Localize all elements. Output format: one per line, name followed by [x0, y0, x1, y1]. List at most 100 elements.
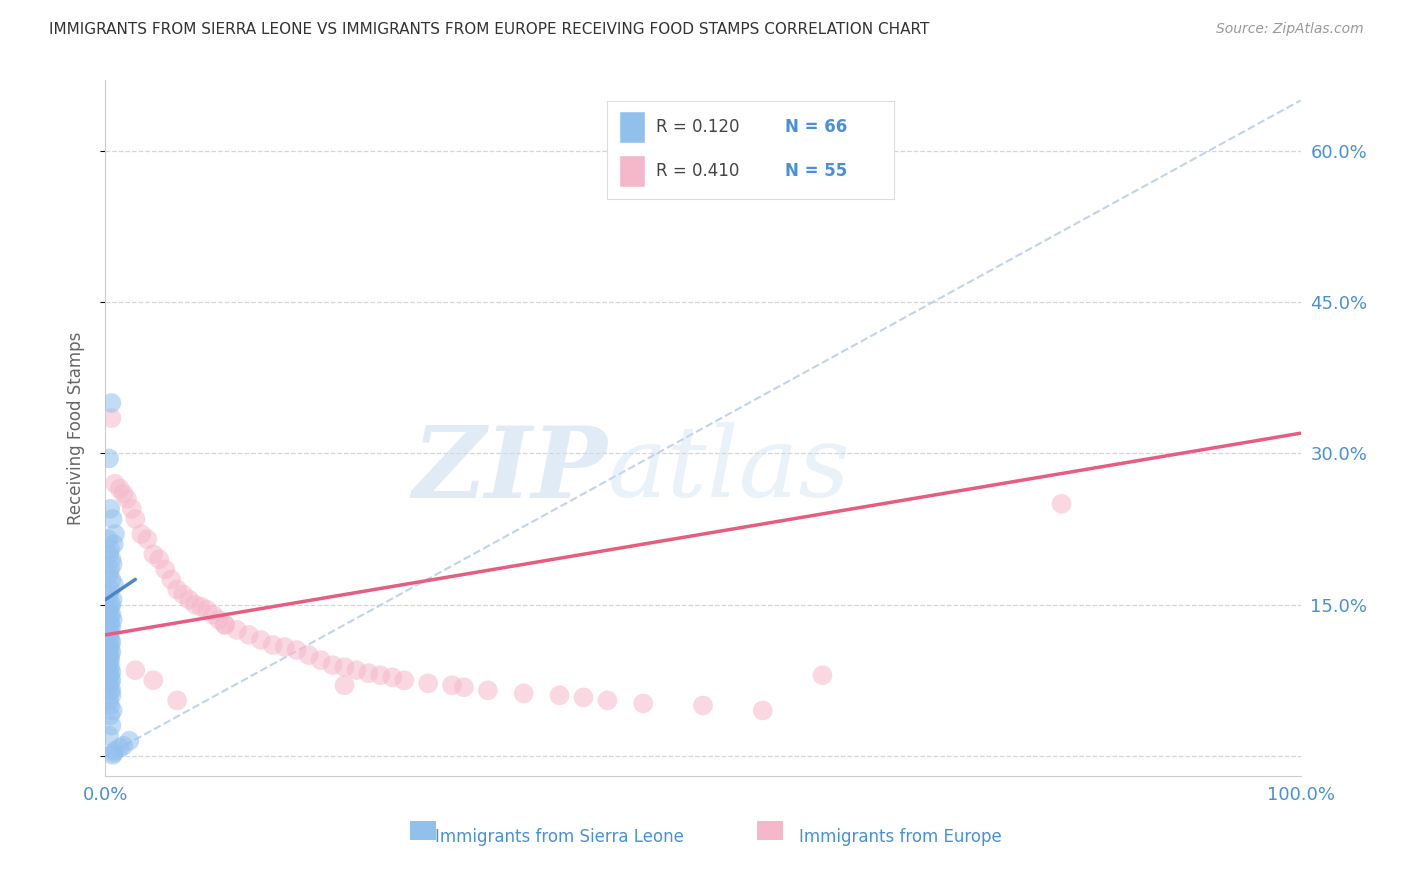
Point — [104, 744, 127, 758]
Point — [811, 668, 834, 682]
Point — [98, 683, 121, 698]
Point — [477, 683, 499, 698]
Point — [98, 698, 121, 713]
Point — [513, 686, 536, 700]
Text: ZIP: ZIP — [412, 422, 607, 518]
Y-axis label: Receiving Food Stamps: Receiving Food Stamps — [66, 332, 84, 524]
Point — [98, 643, 121, 657]
Point — [214, 617, 236, 632]
Point — [98, 501, 121, 516]
Point — [98, 663, 121, 677]
Point — [98, 693, 121, 707]
Point — [108, 740, 131, 755]
Point — [98, 562, 121, 576]
Point — [103, 537, 125, 551]
Point — [101, 613, 124, 627]
Point — [285, 643, 308, 657]
Point — [98, 623, 121, 637]
Text: Source: ZipAtlas.com: Source: ZipAtlas.com — [1216, 22, 1364, 37]
Point — [100, 598, 122, 612]
Point — [100, 411, 122, 425]
Point — [100, 718, 122, 732]
Point — [100, 607, 122, 622]
Point — [148, 552, 170, 566]
Point — [298, 648, 321, 662]
Point — [166, 582, 188, 597]
Point — [98, 567, 121, 582]
Point — [98, 668, 121, 682]
Text: Immigrants from Europe: Immigrants from Europe — [799, 828, 1001, 847]
Point — [98, 650, 121, 665]
Point — [98, 617, 121, 632]
Bar — [411, 821, 436, 840]
Point — [101, 592, 124, 607]
Point — [98, 670, 121, 684]
Point — [97, 605, 120, 619]
Point — [101, 704, 124, 718]
Point — [238, 628, 260, 642]
Point — [112, 486, 135, 500]
Point — [346, 663, 368, 677]
Point — [98, 615, 121, 629]
Point — [103, 577, 125, 591]
Point — [100, 620, 122, 634]
Point — [262, 638, 284, 652]
Point — [97, 628, 120, 642]
Point — [751, 704, 773, 718]
Point — [108, 482, 131, 496]
Point — [440, 678, 463, 692]
Point — [101, 747, 124, 762]
Point — [100, 645, 122, 659]
Point — [98, 599, 121, 614]
Point — [98, 653, 121, 667]
Point — [100, 665, 122, 680]
Point — [392, 673, 416, 688]
Point — [172, 588, 194, 602]
Point — [208, 613, 231, 627]
Point — [98, 542, 121, 557]
Bar — [756, 821, 783, 840]
Point — [98, 729, 121, 743]
Point — [97, 532, 120, 546]
Point — [101, 558, 124, 572]
Point — [166, 693, 188, 707]
Point — [100, 635, 122, 649]
Point — [98, 451, 121, 466]
Point — [103, 746, 125, 760]
Text: atlas: atlas — [607, 422, 851, 517]
Point — [112, 739, 135, 753]
Point — [225, 623, 249, 637]
Point — [100, 683, 122, 698]
Point — [98, 602, 121, 616]
Point — [98, 625, 121, 640]
Point — [321, 658, 344, 673]
Point — [309, 653, 332, 667]
Point — [100, 552, 122, 566]
Text: IMMIGRANTS FROM SIERRA LEONE VS IMMIGRANTS FROM EUROPE RECEIVING FOOD STAMPS COR: IMMIGRANTS FROM SIERRA LEONE VS IMMIGRAN… — [49, 22, 929, 37]
Point — [98, 675, 121, 690]
Point — [98, 547, 121, 561]
Point — [214, 617, 236, 632]
Point — [190, 599, 212, 614]
Point — [142, 547, 165, 561]
Point — [177, 592, 201, 607]
Point — [136, 532, 159, 546]
Point — [98, 708, 121, 723]
Point — [250, 632, 273, 647]
Point — [333, 678, 356, 692]
Point — [98, 640, 121, 654]
Point — [548, 689, 571, 703]
Point — [124, 663, 146, 677]
Point — [100, 673, 122, 688]
Point — [98, 638, 121, 652]
Point — [357, 666, 380, 681]
Point — [121, 501, 143, 516]
Point — [381, 670, 404, 684]
Point — [1050, 497, 1073, 511]
Point — [195, 602, 218, 616]
Point — [98, 655, 121, 669]
Point — [98, 678, 121, 692]
Point — [98, 588, 121, 602]
Point — [100, 573, 122, 587]
Point — [333, 660, 356, 674]
